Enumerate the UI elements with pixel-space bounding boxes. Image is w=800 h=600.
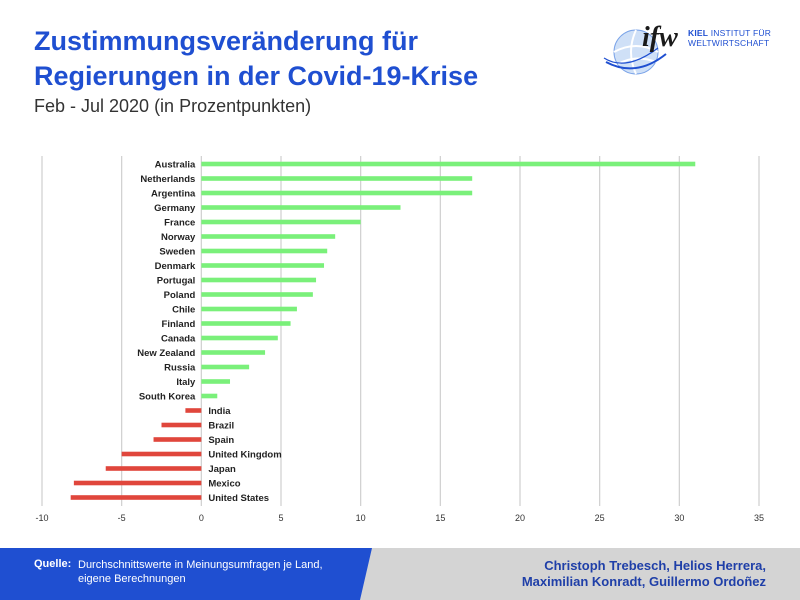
bar xyxy=(201,321,291,326)
page-subtitle: Feb - Jul 2020 (in Prozentpunkten) xyxy=(34,96,312,116)
logo-mark: ifw xyxy=(642,22,678,53)
x-tick-label: -5 xyxy=(118,513,126,523)
bar xyxy=(201,248,328,254)
x-tick-label: 0 xyxy=(199,513,204,523)
category-label: Poland xyxy=(164,290,196,301)
category-label: United Kingdom xyxy=(208,450,281,461)
bar xyxy=(201,277,317,283)
logo-line1-rest: INSTITUT FÜR xyxy=(708,28,772,38)
category-label: Spain xyxy=(208,435,234,446)
category-label: United States xyxy=(208,493,269,504)
bar xyxy=(105,466,202,471)
page-title: Zustimmungsveränderung für Regierungen i… xyxy=(34,26,479,91)
category-label: Argentina xyxy=(151,189,196,200)
x-tick-label: 10 xyxy=(356,513,366,523)
category-label: South Korea xyxy=(139,392,196,403)
globe-icon xyxy=(603,29,667,75)
authors-line-1: Christoph Trebesch, Helios Herrera, xyxy=(544,558,766,573)
category-label: France xyxy=(164,218,195,229)
bar xyxy=(161,422,202,428)
category-label: Mexico xyxy=(208,479,240,490)
category-label: Sweden xyxy=(159,247,195,258)
logo-text: KIEL INSTITUT FÜR WELTWIRTSCHAFT xyxy=(688,28,771,48)
x-tick-label: -10 xyxy=(35,513,48,523)
bar xyxy=(201,379,231,384)
category-label: India xyxy=(208,406,231,417)
category-label: Norway xyxy=(161,232,196,243)
category-label: New Zealand xyxy=(137,348,195,359)
bar xyxy=(201,292,313,297)
category-label: Italy xyxy=(176,377,196,388)
bar xyxy=(185,408,202,413)
bar xyxy=(201,364,250,370)
authors-line-2: Maximilian Konradt, Guillermo Ordoñez xyxy=(521,574,766,589)
x-tick-label: 20 xyxy=(515,513,525,523)
bar xyxy=(201,306,297,312)
bar xyxy=(201,161,696,167)
category-label: Netherlands xyxy=(140,174,195,185)
logo-line1-bold: KIEL xyxy=(688,28,709,38)
bar xyxy=(201,335,278,341)
x-tick-label: 15 xyxy=(435,513,445,523)
x-tick-label: 35 xyxy=(754,513,764,523)
category-label: Canada xyxy=(161,334,196,345)
bar xyxy=(70,495,202,500)
bar xyxy=(153,437,202,442)
bar xyxy=(201,219,361,225)
category-label: Germany xyxy=(154,203,196,214)
source-text: Durchschnittswerte in Meinungsumfragen j… xyxy=(78,559,323,585)
bar xyxy=(201,263,325,268)
bar xyxy=(121,451,202,457)
bar xyxy=(201,190,473,196)
approval-change-chart: Australia Netherlands Argentina Germany Fran… xyxy=(35,156,764,523)
bar xyxy=(201,176,473,181)
x-tick-label: 25 xyxy=(595,513,605,523)
bar xyxy=(73,480,202,486)
category-label: Russia xyxy=(164,363,196,374)
authors: Christoph Trebesch, Helios Herrera, Maxi… xyxy=(522,558,766,590)
footer-background xyxy=(0,548,800,600)
bar xyxy=(201,234,336,239)
bar xyxy=(201,393,218,399)
x-tick-label: 5 xyxy=(278,513,283,523)
bar xyxy=(201,205,401,210)
category-label: Chile xyxy=(172,305,195,316)
category-label: Denmark xyxy=(155,261,196,272)
logo-line2: WELTWIRTSCHAFT xyxy=(688,38,770,48)
category-label: Finland xyxy=(162,319,196,330)
bar xyxy=(201,350,266,355)
category-label: Australia xyxy=(155,160,196,171)
category-label: Portugal xyxy=(157,276,196,287)
category-label: Brazil xyxy=(208,421,234,432)
x-tick-label: 30 xyxy=(674,513,684,523)
category-label: Japan xyxy=(208,464,236,475)
source-label: Quelle: xyxy=(34,558,72,570)
